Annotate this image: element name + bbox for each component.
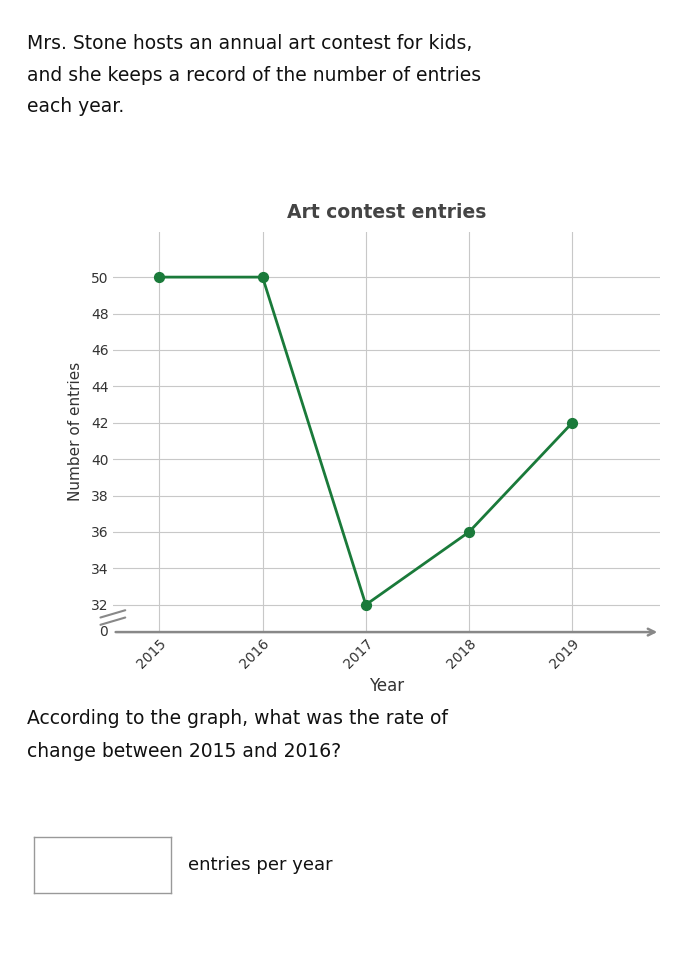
Point	[360, 597, 371, 613]
Point	[154, 269, 165, 285]
Text: According to the graph, what was the rate of: According to the graph, what was the rat…	[27, 709, 448, 729]
Point	[257, 269, 268, 285]
Title: Art contest entries: Art contest entries	[287, 203, 486, 222]
Text: 0: 0	[99, 625, 107, 639]
Text: change between 2015 and 2016?: change between 2015 and 2016?	[27, 742, 341, 761]
Text: entries per year: entries per year	[188, 856, 332, 873]
Point	[464, 524, 475, 539]
Y-axis label: Number of entries: Number of entries	[68, 362, 83, 502]
Text: Mrs. Stone hosts an annual art contest for kids,: Mrs. Stone hosts an annual art contest f…	[27, 34, 473, 53]
Text: each year.: each year.	[27, 97, 124, 117]
Text: Year: Year	[369, 677, 404, 696]
Point	[567, 415, 578, 430]
Text: and she keeps a record of the number of entries: and she keeps a record of the number of …	[27, 66, 482, 85]
